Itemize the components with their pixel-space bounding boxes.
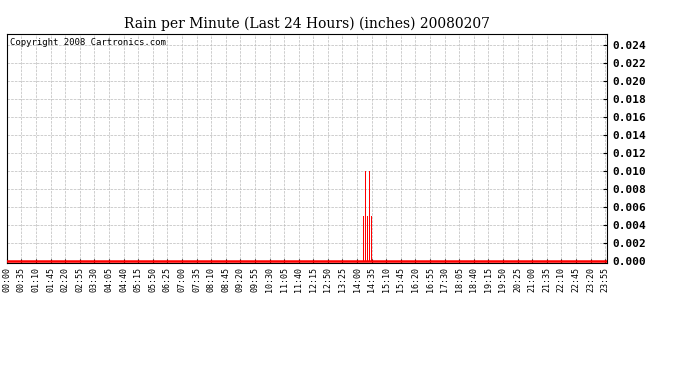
- Text: Copyright 2008 Cartronics.com: Copyright 2008 Cartronics.com: [10, 38, 166, 47]
- Title: Rain per Minute (Last 24 Hours) (inches) 20080207: Rain per Minute (Last 24 Hours) (inches)…: [124, 17, 490, 31]
